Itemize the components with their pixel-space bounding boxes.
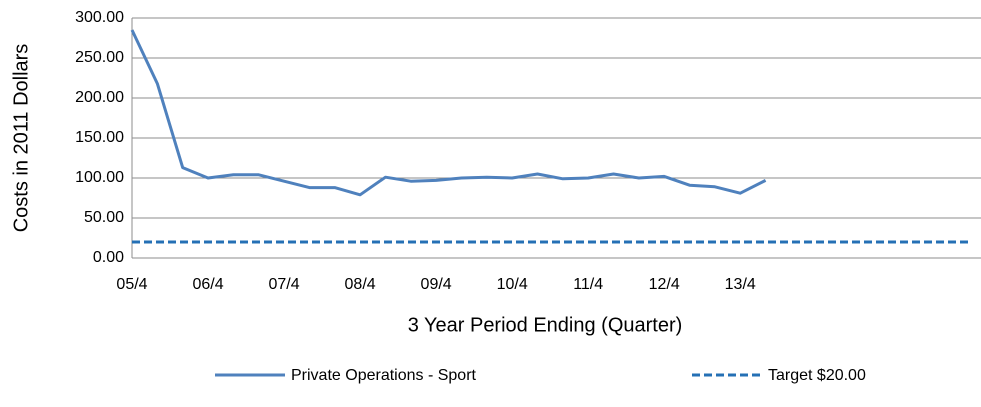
y-tick-label: 150.00 [75, 129, 124, 146]
legend-label: Target $20.00 [768, 367, 866, 384]
x-tick-label: 12/4 [649, 276, 680, 293]
x-tick-label: 10/4 [497, 276, 528, 293]
y-tick-label: 250.00 [75, 49, 124, 66]
y-tick-label: 0.00 [93, 249, 124, 266]
x-tick-label: 07/4 [268, 276, 299, 293]
y-tick-label: 300.00 [75, 9, 124, 26]
y-tick-label: 100.00 [75, 169, 124, 186]
x-tick-label: 08/4 [345, 276, 376, 293]
x-tick-label: 11/4 [573, 276, 603, 293]
y-tick-label: 200.00 [75, 89, 124, 106]
series-line [130, 29, 767, 197]
x-tick-label: 09/4 [421, 276, 452, 293]
y-axis-title: Costs in 2011 Dollars [10, 44, 32, 233]
x-tick-label: 06/4 [192, 276, 223, 293]
y-tick-label: 50.00 [84, 209, 124, 226]
x-axis-title: 3 Year Period Ending (Quarter) [408, 314, 683, 336]
legend-label: Private Operations - Sport [291, 367, 477, 384]
x-tick-label: 13/4 [725, 276, 756, 293]
x-tick-label: 05/4 [116, 276, 147, 293]
